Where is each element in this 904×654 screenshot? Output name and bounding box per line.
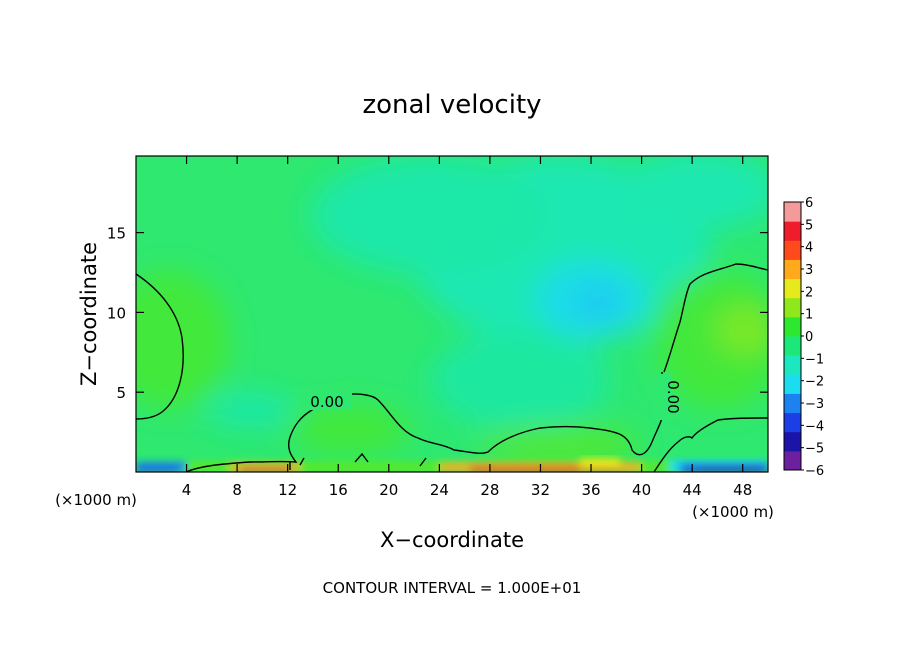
y-axis-label: Z−coordinate [77, 242, 101, 386]
x-tick-label: 44 [683, 481, 702, 499]
zero-contours [136, 263, 768, 472]
colorbar-label: −1 [805, 352, 824, 367]
colorbar-swatch [784, 412, 801, 433]
field-region-low-positive-right [480, 425, 640, 465]
x-tick-label: 40 [632, 481, 651, 499]
colorbar-swatch [784, 202, 801, 222]
x-tick-label: 16 [329, 481, 348, 499]
colorbar-swatch [784, 221, 801, 241]
colorbar-swatch [784, 450, 801, 471]
x-tick-label: 20 [379, 481, 398, 499]
x-tick-label: 24 [430, 481, 449, 499]
field-region-lower-left [205, 392, 295, 428]
field-region-left-positive [136, 270, 230, 410]
y-tick-label: 15 [107, 225, 126, 243]
colorbar-label: 6 [805, 196, 813, 211]
contour-center [185, 372, 663, 472]
colorbar-label: −6 [805, 464, 824, 479]
field-region-middle [430, 330, 610, 430]
chart-title: zonal velocity [362, 90, 541, 120]
x-axis-ticks: 4 8 12 16 20 24 28 32 36 40 44 48 [182, 156, 752, 499]
contour-label-bg-1 [300, 392, 352, 410]
contour-interval-note: CONTOUR INTERVAL = 1.000E+01 [323, 579, 582, 597]
colorbar-label: −2 [805, 375, 824, 390]
colorbar: 6 5 4 3 2 1 0 −1 −2 −3 −4 −5 −6 [783, 196, 824, 479]
colorbar-label: −3 [805, 397, 824, 412]
contour-left [136, 273, 184, 420]
y-tick-label: 10 [107, 304, 126, 322]
y-tick-label: 5 [116, 384, 126, 402]
colorbar-label: 3 [805, 263, 813, 278]
contour-bits [299, 452, 427, 467]
field-region-upper-left [310, 156, 550, 275]
x-tick-label: 48 [733, 481, 752, 499]
colorbar-swatch [784, 336, 801, 356]
field-region-negative-max [576, 287, 620, 319]
colorbar-label: 2 [805, 285, 813, 300]
colorbar-label: −5 [805, 442, 824, 457]
x-tick-label: 28 [480, 481, 499, 499]
colorbar-swatch [784, 278, 801, 299]
x-unit-label: (×1000 m) [692, 503, 774, 521]
colorbar-label: 4 [805, 241, 813, 256]
plot-frame [135, 155, 769, 473]
colorbar-swatch [784, 316, 801, 337]
colorbar-swatch [784, 259, 801, 280]
colorbar-swatch [784, 374, 801, 394]
x-axis-label: X−coordinate [380, 528, 524, 552]
colorbar-label: −4 [805, 419, 824, 434]
contour-right-low [653, 417, 768, 472]
field-region-upper-right [620, 156, 768, 230]
contour-label-right: 0.00 [664, 380, 682, 413]
field-region-right-max [715, 305, 768, 355]
velocity-field [136, 156, 768, 472]
contour-right [663, 263, 768, 373]
colorbar-swatch [784, 297, 801, 318]
x-tick-label: 4 [182, 481, 192, 499]
colorbar-label: 1 [805, 308, 813, 323]
field-regions [136, 156, 768, 465]
contour-label-bg-2 [654, 374, 672, 420]
x-tick-label: 36 [581, 481, 600, 499]
colorbar-label: 0 [805, 330, 813, 345]
y-axis-ticks: 5 10 15 [107, 225, 768, 402]
contour-label-left: 0.00 [310, 393, 343, 411]
colorbar-swatch [784, 355, 801, 375]
field-region-low-positive [290, 405, 410, 455]
colorbar-label: 5 [805, 218, 813, 233]
colorbar-swatch [784, 393, 801, 414]
x-tick-label: 12 [278, 481, 297, 499]
colorbar-swatch [784, 431, 801, 452]
z-unit-label: (×1000 m) [55, 491, 137, 509]
colorbar-swatch [784, 240, 801, 260]
x-tick-label: 8 [232, 481, 242, 499]
x-tick-label: 32 [531, 481, 550, 499]
